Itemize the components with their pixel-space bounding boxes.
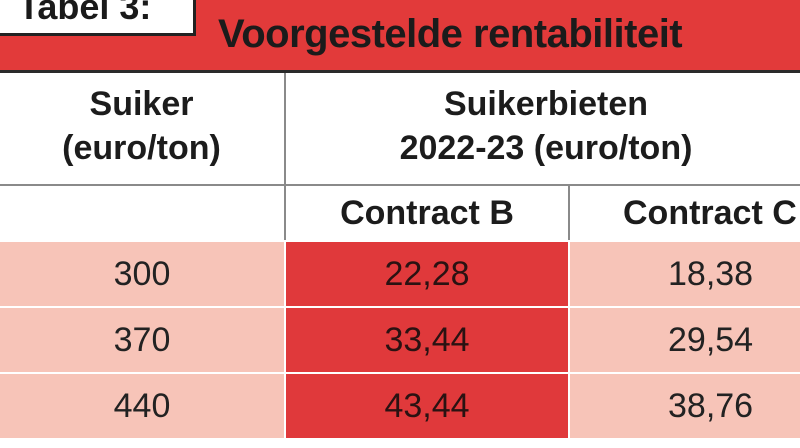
header-suikerbieten-unit: 2022-23 (euro/ton) — [399, 129, 693, 167]
header-suiker: Suiker (euro/ton) — [0, 82, 283, 170]
table-header — [0, 73, 800, 240]
cell-contract-b: 22,28 — [286, 242, 568, 306]
header-suiker-name: Suiker — [89, 85, 194, 123]
row-divider — [0, 306, 800, 308]
header-divider-horizontal-1 — [0, 184, 800, 186]
header-suikerbieten-name: Suikerbieten — [443, 85, 649, 123]
table-number-text: Tabel 3: — [18, 0, 152, 27]
cell-contract-c: 18,38 — [570, 242, 800, 306]
cell-suiker: 440 — [0, 374, 284, 438]
cell-contract-b: 43,44 — [286, 374, 568, 438]
header-suikerbieten: Suikerbieten 2022-23 (euro/ton) — [286, 82, 800, 170]
cell-contract-c: 29,54 — [570, 308, 800, 372]
header-divider-vertical-1 — [284, 73, 286, 240]
body-divider-vertical-2 — [568, 242, 570, 438]
header-contract-b: Contract B — [340, 194, 514, 232]
cell-suiker: 300 — [0, 242, 284, 306]
header-suiker-unit: (euro/ton) — [62, 129, 221, 167]
cell-contract-c: 38,76 — [570, 374, 800, 438]
table-row: 440 43,44 38,76 — [0, 374, 800, 438]
title-divider — [0, 70, 800, 73]
cell-suiker: 370 — [0, 308, 284, 372]
table-row: 370 33,44 29,54 — [0, 308, 800, 372]
body-divider-vertical-1 — [284, 242, 286, 438]
header-contract-c: Contract C — [623, 194, 797, 232]
row-divider — [0, 372, 800, 374]
table-title: Voorgestelde rentabiliteit — [218, 12, 683, 56]
table-row: 300 22,28 18,38 — [0, 242, 800, 306]
table-number-label: Tabel 3: — [0, 0, 196, 36]
cell-contract-b: 33,44 — [286, 308, 568, 372]
header-divider-vertical-2 — [568, 186, 570, 240]
